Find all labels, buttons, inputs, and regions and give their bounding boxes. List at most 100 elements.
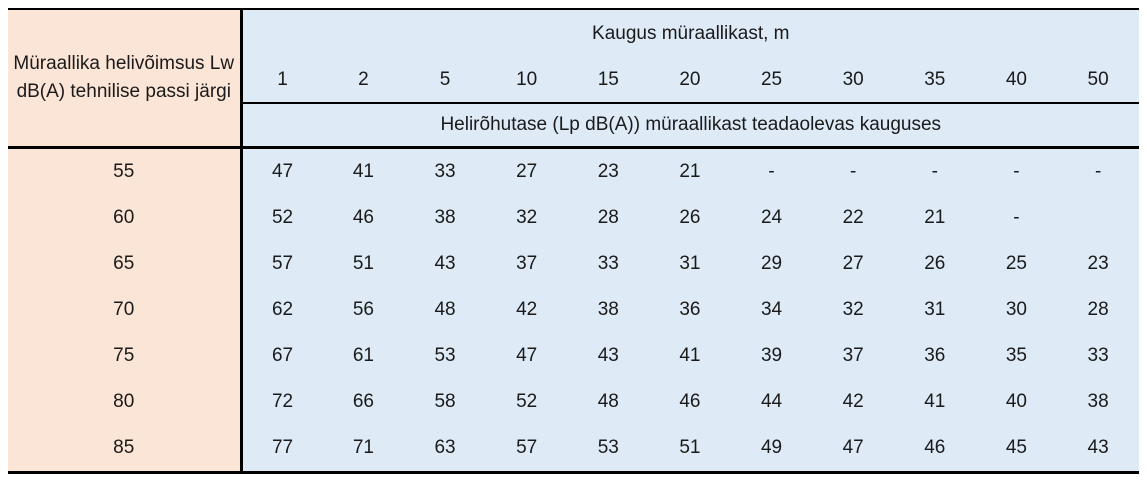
spl-subtitle-row: Helirõhutase (Lp dB(A)) müraallikast tea…	[8, 103, 1139, 149]
spl-value-cell: 66	[322, 379, 405, 425]
spl-value-cell: 43	[1057, 425, 1139, 473]
spl-value-cell: 44	[730, 379, 813, 425]
distance-header-cell: 30	[812, 58, 894, 104]
distance-title-row: Müraallika helivõimsus Lw dB(A) tehnilis…	[8, 9, 1139, 149]
distance-group-header: Kaugus müraallikast, m	[241, 9, 1139, 58]
table-body: 55 47 41 33 27 23 21- - - - -60 52 46 38 32 28 26 24 22 21-…	[8, 147, 1139, 473]
spl-value-cell: 36	[894, 333, 976, 379]
distance-header-cell: 10	[485, 58, 568, 104]
spl-value-cell: 36	[649, 287, 731, 333]
distance-header-cell: 15	[567, 58, 650, 104]
spl-value-cell: 34	[730, 287, 813, 333]
distance-header-cell: 25	[730, 58, 813, 104]
lw-value-cell: 80	[8, 379, 243, 425]
spl-value-cell: 26	[649, 195, 731, 241]
spl-value-cell: 23	[567, 147, 650, 195]
spl-value-cell: 37	[485, 241, 568, 287]
spl-value-cell: -	[1057, 147, 1139, 195]
spl-value-cell: 33	[404, 147, 486, 195]
table-row: 65 57 51 43 37 33 31 29 27 26 25 23	[8, 241, 1139, 287]
table-row: 60 52 46 38 32 28 26 24 22 21-	[8, 195, 1139, 241]
spl-value-cell: 51	[649, 425, 731, 473]
spl-value-cell: 49	[730, 425, 813, 473]
spl-value-cell: 38	[567, 287, 650, 333]
spl-value-cell: 56	[322, 287, 405, 333]
spl-value-cell: 38	[1057, 379, 1139, 425]
spl-value-cell: 42	[485, 287, 568, 333]
spl-value-cell: 46	[649, 379, 731, 425]
spl-value-cell: 77	[241, 425, 323, 473]
row-header-title: Müraallika helivõimsus Lw dB(A) tehnilis…	[8, 9, 243, 149]
distance-header-cell: 35	[894, 58, 976, 104]
spl-value-cell: 21	[894, 195, 976, 241]
spl-value-cell: 28	[567, 195, 650, 241]
spl-value-cell: 27	[812, 241, 894, 287]
spl-value-cell: 71	[322, 425, 405, 473]
spl-value-cell: 30	[975, 287, 1058, 333]
spl-value-cell: 46	[322, 195, 405, 241]
spl-value-cell: 26	[894, 241, 976, 287]
spl-value-cell: 41	[322, 147, 405, 195]
distance-header-cell: 1	[241, 58, 323, 104]
spl-value-cell	[1057, 195, 1139, 241]
distance-header-cell: 50	[1057, 58, 1139, 104]
spl-value-cell: 27	[485, 147, 568, 195]
spl-value-cell: 37	[812, 333, 894, 379]
spl-value-cell: 51	[322, 241, 405, 287]
spl-value-cell: 46	[894, 425, 976, 473]
spl-value-cell: 38	[404, 195, 486, 241]
spl-value-cell: 43	[567, 333, 650, 379]
spl-value-cell: 47	[241, 147, 323, 195]
spl-value-cell: 72	[241, 379, 323, 425]
spl-value-cell: 48	[567, 379, 650, 425]
spl-value-cell: 39	[730, 333, 813, 379]
spl-value-cell: 29	[730, 241, 813, 287]
noise-attenuation-table: Müraallika helivõimsus Lw dB(A) tehnilis…	[8, 8, 1139, 474]
spl-value-cell: 47	[812, 425, 894, 473]
spl-value-cell: 25	[975, 241, 1058, 287]
spl-value-cell: 32	[812, 287, 894, 333]
spl-value-cell: 47	[485, 333, 568, 379]
spl-value-cell: -	[894, 147, 976, 195]
spl-value-cell: 23	[1057, 241, 1139, 287]
spl-value-cell: -	[812, 147, 894, 195]
spl-value-cell: 41	[649, 333, 731, 379]
table-row: 55 47 41 33 27 23 21- - - - -	[8, 147, 1139, 195]
spl-value-cell: 53	[567, 425, 650, 473]
spl-value-cell: -	[975, 147, 1058, 195]
spl-value-cell: 35	[975, 333, 1058, 379]
lw-value-cell: 60	[8, 195, 243, 241]
spl-value-cell: 58	[404, 379, 486, 425]
spl-value-cell: -	[975, 195, 1058, 241]
lw-value-cell: 55	[8, 147, 243, 195]
spl-value-cell: 53	[404, 333, 486, 379]
spl-value-cell: 40	[975, 379, 1058, 425]
distance-values-row: 1 2 5 10 15 20 25 30 35 40 50	[8, 58, 1139, 104]
spl-value-cell: 32	[485, 195, 568, 241]
distance-header-cell: 2	[322, 58, 405, 104]
spl-value-cell: 31	[894, 287, 976, 333]
table-row: 75 67 61 53 47 43 41 39 37 36 35 33	[8, 333, 1139, 379]
spl-value-cell: 67	[241, 333, 323, 379]
spl-value-cell: 41	[894, 379, 976, 425]
table-row: 80 72 66 58 52 48 46 44 42 41 40 38	[8, 379, 1139, 425]
spl-value-cell: 33	[567, 241, 650, 287]
spl-value-cell: -	[730, 147, 813, 195]
spl-value-cell: 21	[649, 147, 731, 195]
spl-value-cell: 48	[404, 287, 486, 333]
spl-value-cell: 31	[649, 241, 731, 287]
spl-value-cell: 52	[485, 379, 568, 425]
lw-value-cell: 70	[8, 287, 243, 333]
spl-value-cell: 57	[241, 241, 323, 287]
spl-value-cell: 63	[404, 425, 486, 473]
spl-value-cell: 33	[1057, 333, 1139, 379]
table-row: 70 62 56 48 42 38 36 34 32 31 30 28	[8, 287, 1139, 333]
spl-value-cell: 57	[485, 425, 568, 473]
spl-value-cell: 28	[1057, 287, 1139, 333]
lw-value-cell: 75	[8, 333, 243, 379]
spl-value-cell: 61	[322, 333, 405, 379]
spl-value-cell: 22	[812, 195, 894, 241]
spl-value-cell: 43	[404, 241, 486, 287]
lw-value-cell: 85	[8, 425, 243, 473]
